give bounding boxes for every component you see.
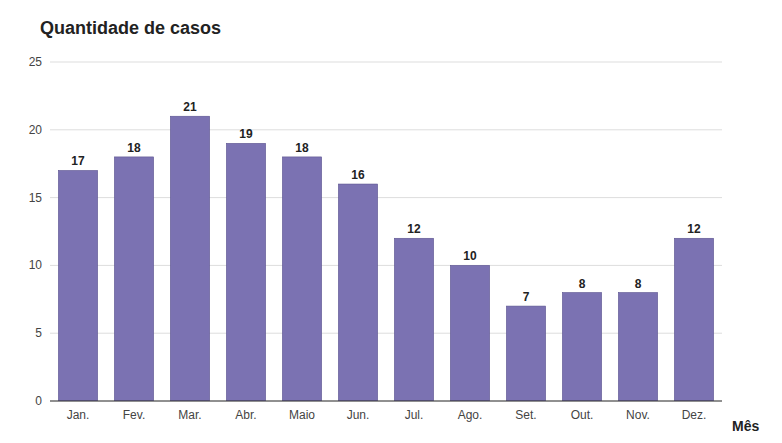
bar bbox=[562, 293, 601, 401]
y-tick-label: 5 bbox=[35, 326, 42, 340]
x-tick-label: Set. bbox=[515, 408, 536, 422]
data-label: 17 bbox=[71, 154, 85, 168]
grid-line bbox=[50, 129, 722, 130]
x-axis-label: Mês bbox=[732, 418, 759, 434]
x-tick-label: Out. bbox=[571, 408, 594, 422]
data-label: 19 bbox=[239, 127, 253, 141]
data-label: 21 bbox=[183, 100, 197, 114]
x-tick-label: Jan. bbox=[67, 408, 90, 422]
x-tick-label: Jun. bbox=[347, 408, 370, 422]
bar bbox=[282, 157, 321, 401]
data-label: 8 bbox=[579, 277, 586, 291]
x-tick-label: Mar. bbox=[178, 408, 201, 422]
data-labels: 17 18 21 19 18 16 12 10 7 8 8 12 bbox=[71, 100, 701, 304]
bar bbox=[114, 157, 153, 401]
bar bbox=[450, 265, 489, 401]
data-label: 12 bbox=[687, 222, 701, 236]
data-label: 8 bbox=[635, 277, 642, 291]
x-tick-label: Nov. bbox=[626, 408, 650, 422]
chart-container: Quantidade de casos051015202517182119181… bbox=[0, 0, 782, 443]
x-axis-line bbox=[50, 400, 722, 401]
chart-title: Quantidade de casos bbox=[40, 18, 221, 38]
x-tick-label: Abr. bbox=[235, 408, 256, 422]
x-axis: Jan. Fev. Mar. Abr. Maio Jun. Jul. Ago. Set. Out.… bbox=[67, 408, 707, 422]
data-label: 10 bbox=[463, 249, 477, 263]
x-tick-label: Fev. bbox=[123, 408, 145, 422]
bar bbox=[170, 116, 209, 401]
y-tick-label: 25 bbox=[29, 55, 43, 69]
data-label: 18 bbox=[127, 141, 141, 155]
y-tick-label: 0 bbox=[35, 394, 42, 408]
grid-line bbox=[50, 62, 722, 63]
bar bbox=[674, 238, 713, 401]
y-tick-label: 20 bbox=[29, 123, 43, 137]
data-label: 12 bbox=[407, 222, 421, 236]
bar bbox=[58, 170, 97, 401]
data-label: 18 bbox=[295, 141, 309, 155]
bar bbox=[506, 306, 545, 401]
bar bbox=[338, 184, 377, 401]
data-label: 7 bbox=[523, 290, 530, 304]
bar bbox=[618, 293, 657, 401]
bar bbox=[394, 238, 433, 401]
x-tick-label: Dez. bbox=[682, 408, 707, 422]
x-tick-label: Jul. bbox=[405, 408, 424, 422]
x-tick-label: Ago. bbox=[458, 408, 483, 422]
y-tick-label: 15 bbox=[29, 191, 43, 205]
chart-svg: Quantidade de casos051015202517182119181… bbox=[0, 0, 782, 443]
x-tick-label: Maio bbox=[289, 408, 315, 422]
grid-line bbox=[50, 401, 722, 402]
y-axis: 0 5 10 15 20 25 bbox=[29, 55, 722, 408]
bars bbox=[58, 116, 713, 401]
data-label: 16 bbox=[351, 168, 365, 182]
y-tick-label: 10 bbox=[29, 258, 43, 272]
bar bbox=[226, 143, 265, 401]
